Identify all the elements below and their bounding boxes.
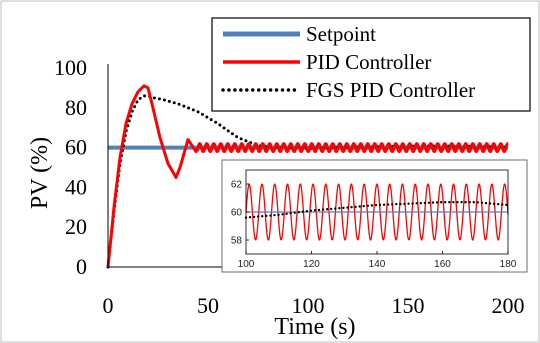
x-tick-labels: 0 50 100 150 200 [103,293,525,318]
inset-y-tick-label: 58 [231,236,243,247]
inset-y-tick-labels: 58 60 62 [231,180,249,247]
x-tick-label: 200 [492,293,525,318]
y-tick-label: 60 [65,135,87,160]
inset-x-tick-labels: 100 120 140 160 180 [238,251,517,270]
x-tick-label: 100 [292,293,325,318]
legend-label: FGS PID Controller [306,78,475,102]
inset-x-tick-label: 140 [369,259,386,270]
inset-plot: 100 120 140 160 180 58 60 62 [221,159,528,273]
inset-x-tick-label: 100 [238,259,255,270]
legend-label: PID Controller [306,50,431,74]
y-tick-label: 20 [65,214,87,239]
inset-background [221,159,528,273]
y-tick-label: 80 [65,95,87,120]
y-tick-label: 0 [76,254,87,279]
main-plot: 0 50 100 150 200 0 20 40 60 80 100 Time (s) PV (%… [27,55,525,340]
y-tick-label: 40 [65,174,87,199]
legend-entries: Setpoint PID Controller FGS PID Controller [221,22,475,102]
y-tick-labels: 0 20 40 60 80 100 [54,55,87,279]
series-line-pid-controller [106,84,510,268]
inset-x-tick-label: 160 [434,259,451,270]
x-tick-label: 50 [197,293,219,318]
main-series-layer [106,84,510,269]
x-axis-label: Time (s) [274,314,355,340]
inset-y-tick-label: 60 [231,208,243,219]
legend-label: Setpoint [306,22,376,46]
y-axis-label: PV (%) [27,137,53,209]
inset-series-layer [244,183,510,241]
x-tick-label: 150 [392,293,425,318]
inset-series-line-2 [244,201,510,219]
x-tick-label: 0 [103,293,114,318]
inset-series-line-0 [245,183,509,241]
legend: Setpoint PID Controller FGS PID Controller [211,17,531,112]
inset-x-tick-label: 180 [500,259,517,270]
inset-x-tick-label: 120 [303,259,320,270]
inset-y-tick-label: 62 [231,180,243,191]
series-line-fgs-pid-controller [106,94,510,269]
y-tick-label: 100 [54,55,87,80]
